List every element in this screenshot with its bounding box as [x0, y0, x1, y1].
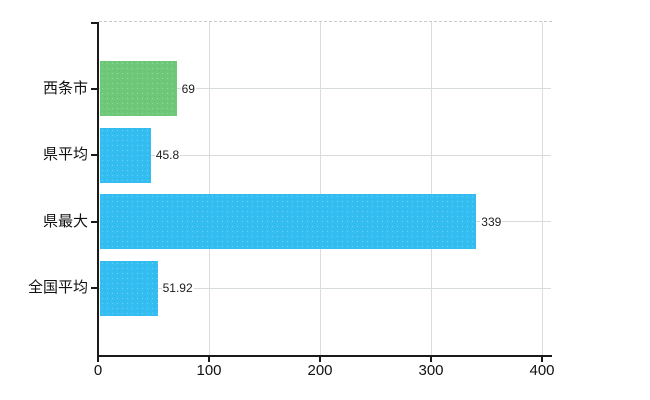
value-label: 51.92 [161, 280, 194, 297]
category-label: 西条市 [42, 79, 88, 97]
category-label: 県最大 [42, 212, 88, 230]
x-axis-tick [541, 355, 543, 362]
category-gridline [99, 287, 551, 289]
x-axis-tick [97, 355, 99, 362]
x-tick-label: 300 [418, 362, 444, 379]
x-axis-tick [319, 355, 321, 362]
value-label: 45.8 [154, 147, 181, 164]
x-tick-label: 400 [529, 362, 555, 379]
category-gridline [99, 154, 551, 156]
category-label: 県平均 [42, 146, 88, 164]
x-axis-tick [208, 355, 210, 362]
bar [100, 260, 158, 316]
y-axis-tick [91, 220, 98, 223]
x-gridline [431, 22, 432, 355]
bar [100, 127, 151, 183]
y-axis-tick [91, 287, 98, 290]
y-axis-tick [91, 154, 98, 157]
bar [100, 61, 177, 117]
x-gridline [209, 22, 210, 355]
value-label: 69 [180, 80, 196, 97]
value-label: 339 [480, 213, 503, 230]
category-gridline [99, 88, 551, 90]
y-axis-top-cap-tick [91, 22, 99, 24]
x-tick-label: 200 [307, 362, 333, 379]
x-tick-label: 0 [93, 362, 103, 379]
x-gridline [542, 22, 543, 355]
y-axis-tick [91, 87, 98, 90]
x-axis-tick [430, 355, 432, 362]
x-axis-line [97, 355, 552, 357]
plot-top-dashed-border [99, 21, 552, 22]
category-label: 全国平均 [27, 279, 88, 297]
x-gridline [320, 22, 321, 355]
x-tick-label: 100 [196, 362, 222, 379]
plot-area: 69 45.8 339 51.92 [99, 22, 551, 355]
bar [100, 194, 477, 250]
y-axis-line [97, 22, 99, 357]
